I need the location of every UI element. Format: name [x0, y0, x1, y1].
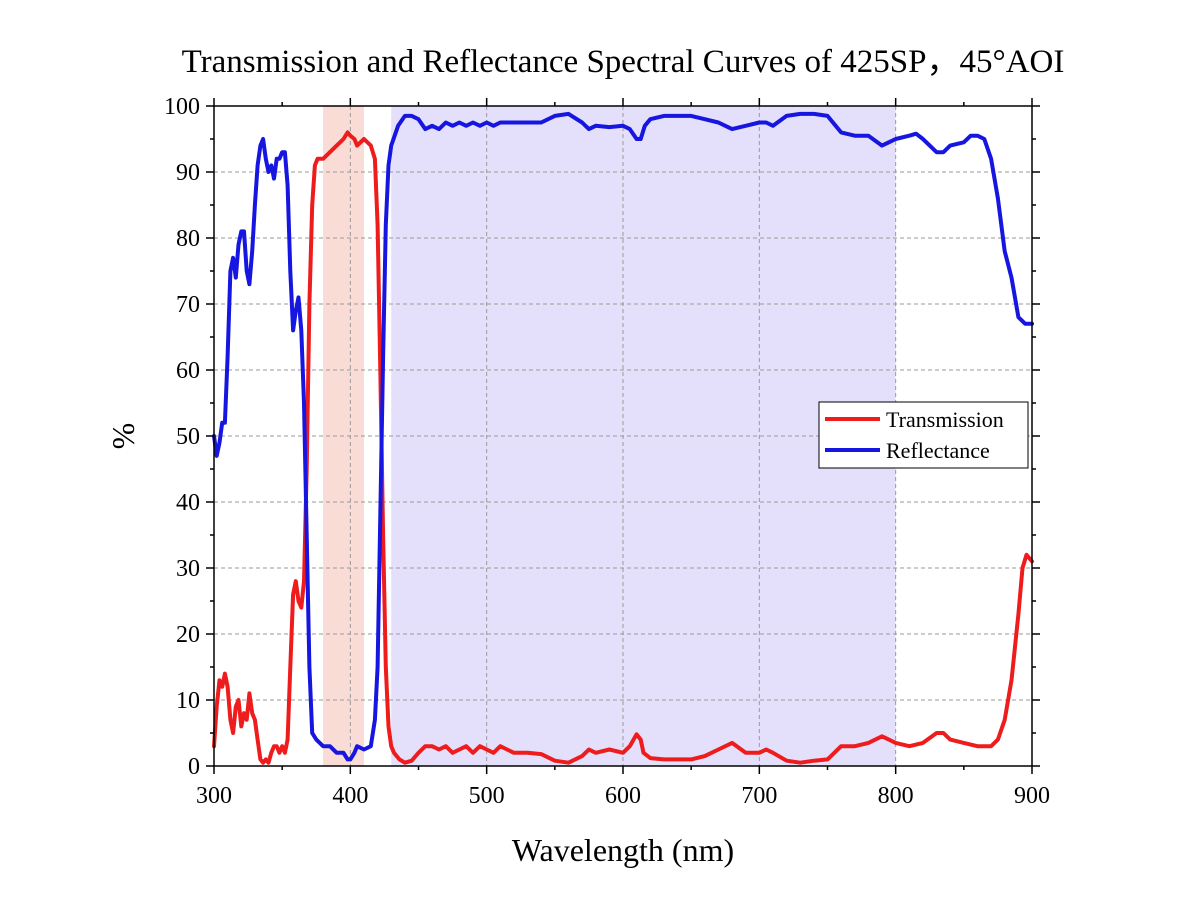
- y-tick-label-100: 100: [164, 94, 200, 120]
- y-tick-label-0: 0: [188, 754, 200, 780]
- y-tick-label-10: 10: [176, 688, 200, 714]
- axis-ticks: [206, 98, 1040, 774]
- y-axis-label: %: [105, 423, 141, 450]
- series-line-transmission: [212, 130, 1034, 765]
- legend: Transmission Reflectance: [818, 401, 1029, 469]
- y-tick-label-80: 80: [176, 226, 200, 252]
- series-line-reflectance: [212, 111, 1034, 762]
- x-tick-label-700: 700: [741, 783, 777, 809]
- y-tick-label-50: 50: [176, 424, 200, 450]
- x-tick-label-900: 900: [1014, 783, 1050, 809]
- x-tick-label-400: 400: [332, 783, 368, 809]
- series-lines: [212, 111, 1034, 765]
- y-tick-labels: 0 10 20 30 40 50 60 70 80 90 100: [164, 94, 200, 780]
- legend-label-reflectance: Reflectance: [886, 438, 990, 463]
- x-tick-label-500: 500: [469, 783, 505, 809]
- y-tick-label-70: 70: [176, 292, 200, 318]
- x-tick-label-600: 600: [605, 783, 641, 809]
- legend-label-transmission: Transmission: [886, 407, 1004, 432]
- x-tick-label-800: 800: [878, 783, 914, 809]
- y-tick-label-40: 40: [176, 490, 200, 516]
- y-tick-label-30: 30: [176, 556, 200, 582]
- y-tick-label-60: 60: [176, 358, 200, 384]
- legend-box: [818, 401, 1029, 469]
- y-tick-label-20: 20: [176, 622, 200, 648]
- x-tick-label-300: 300: [196, 783, 232, 809]
- y-tick-label-90: 90: [176, 160, 200, 186]
- x-axis-label: Wavelength (nm): [512, 832, 734, 868]
- chart-title: Transmission and Reflectance Spectral Cu…: [182, 44, 1065, 80]
- x-tick-labels: 300 400 500 600 700 800 900: [196, 783, 1050, 809]
